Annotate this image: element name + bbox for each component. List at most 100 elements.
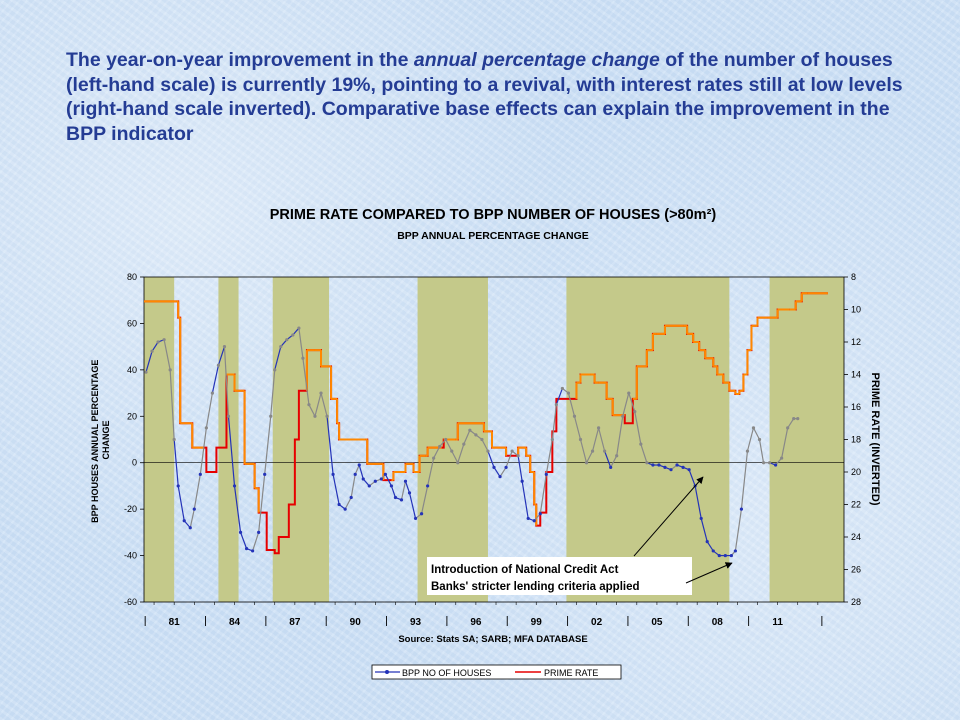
bpp-point bbox=[198, 472, 202, 476]
bpp-point bbox=[269, 414, 273, 418]
bpp-segment bbox=[390, 485, 397, 498]
bpp-point bbox=[633, 410, 637, 414]
bpp-segment bbox=[211, 365, 220, 394]
bpp-segment bbox=[445, 439, 453, 452]
right-tick-label: 12 bbox=[851, 337, 861, 347]
right-tick-label: 10 bbox=[851, 305, 861, 315]
bpp-segment bbox=[604, 450, 612, 468]
annotation-national-credit-act: Introduction of National Credit Act bbox=[431, 564, 619, 576]
bpp-segment bbox=[700, 518, 708, 542]
bpp-point bbox=[407, 491, 412, 495]
bpp-point bbox=[172, 437, 176, 442]
bpp-segment bbox=[579, 439, 588, 463]
bpp-point bbox=[590, 449, 595, 453]
bpp-point bbox=[403, 479, 408, 483]
shaded-period-0 bbox=[144, 277, 175, 602]
x-tick-label: 84 bbox=[229, 617, 241, 628]
bpp-point bbox=[516, 454, 520, 458]
bpp-point bbox=[792, 417, 796, 421]
bpp-segment bbox=[499, 467, 507, 477]
bpp-segment bbox=[326, 416, 334, 475]
bpp-point bbox=[627, 391, 631, 395]
bpp-point bbox=[669, 468, 673, 472]
bpp-segment bbox=[781, 427, 789, 459]
bpp-point bbox=[717, 553, 721, 558]
bpp-point bbox=[739, 507, 744, 511]
bpp-point bbox=[767, 461, 772, 465]
bpp-segment bbox=[634, 411, 642, 445]
bpp-segment bbox=[199, 427, 207, 475]
bpp-segment bbox=[384, 474, 392, 487]
bpp-point bbox=[419, 512, 424, 516]
bpp-segment bbox=[521, 481, 529, 519]
left-tick-label: 60 bbox=[127, 318, 137, 328]
bpp-segment bbox=[189, 509, 195, 528]
bpp-segment bbox=[433, 446, 441, 459]
left-tick-label: 40 bbox=[127, 365, 137, 375]
left-axis: 80 60 40 20 0 -20 -40 -60 bbox=[124, 272, 144, 607]
bpp-point bbox=[263, 472, 267, 476]
x-tick-label: 08 bbox=[712, 617, 724, 628]
bpp-segment bbox=[320, 392, 328, 417]
bpp-point bbox=[486, 449, 490, 453]
x-tick-label: 05 bbox=[651, 617, 663, 628]
shaded-period-1 bbox=[218, 277, 239, 602]
bpp-segment bbox=[145, 351, 153, 373]
bpp-point bbox=[621, 414, 625, 418]
bpp-segment bbox=[591, 427, 600, 452]
bpp-segment bbox=[451, 450, 459, 463]
annotation-arrow-2 bbox=[685, 562, 733, 584]
bpp-point bbox=[383, 472, 387, 476]
annotation-lending-criteria: Banks' stricter lending criteria applied bbox=[431, 581, 640, 593]
shaded-periods bbox=[144, 277, 844, 602]
annotation-arrow-1 bbox=[633, 476, 704, 557]
bpp-point bbox=[492, 465, 496, 469]
x-tick-label: 93 bbox=[410, 617, 422, 628]
bpp-point bbox=[757, 437, 762, 442]
prime-rate-line bbox=[144, 292, 828, 555]
plot-frame bbox=[143, 276, 845, 603]
shaded-period-5 bbox=[769, 277, 844, 602]
bpp-point bbox=[438, 444, 442, 449]
bpp-segment bbox=[177, 485, 185, 521]
bpp-segment bbox=[217, 346, 226, 366]
bpp-point bbox=[144, 370, 148, 374]
bpp-segment bbox=[585, 450, 594, 463]
bpp-segment bbox=[487, 450, 495, 468]
bpp-segment bbox=[427, 457, 435, 487]
left-tick-label: 0 bbox=[132, 458, 137, 468]
legend-label-prime: PRIME RATE bbox=[544, 668, 598, 678]
bpp-segment bbox=[758, 439, 765, 463]
bpp-point bbox=[297, 326, 301, 330]
bpp-point bbox=[675, 463, 679, 467]
bpp-point bbox=[367, 484, 371, 488]
x-tick-label: 90 bbox=[350, 617, 362, 628]
bpp-point bbox=[526, 516, 530, 521]
bpp-point bbox=[550, 437, 554, 442]
bpp-point bbox=[232, 484, 237, 488]
bpp-point bbox=[578, 437, 583, 442]
bpp-point bbox=[188, 526, 192, 530]
bpp-segment bbox=[573, 416, 582, 440]
bpp-point bbox=[603, 449, 607, 453]
bpp-segment bbox=[354, 464, 360, 475]
bpp-segment bbox=[688, 469, 696, 487]
x-tick-label: 87 bbox=[289, 617, 301, 628]
x-axis: 81 84 87 90 93 96 99 02 05 08 11 bbox=[144, 602, 823, 628]
bpp-point bbox=[544, 472, 548, 476]
bpp-segment bbox=[274, 346, 282, 371]
bpp-point bbox=[645, 461, 649, 465]
bpp-point bbox=[210, 391, 214, 395]
bpp-point bbox=[204, 426, 208, 430]
bpp-segment bbox=[517, 455, 523, 482]
bpp-segment bbox=[239, 532, 248, 549]
bpp-point bbox=[796, 417, 800, 421]
bpp-segment bbox=[205, 392, 213, 428]
bpp-segment bbox=[302, 358, 310, 405]
right-tick-label: 8 bbox=[851, 272, 856, 282]
left-tick-label: 80 bbox=[127, 272, 137, 282]
bpp-point bbox=[705, 540, 709, 544]
bpp-point bbox=[532, 519, 536, 523]
bpp-point bbox=[325, 414, 329, 418]
